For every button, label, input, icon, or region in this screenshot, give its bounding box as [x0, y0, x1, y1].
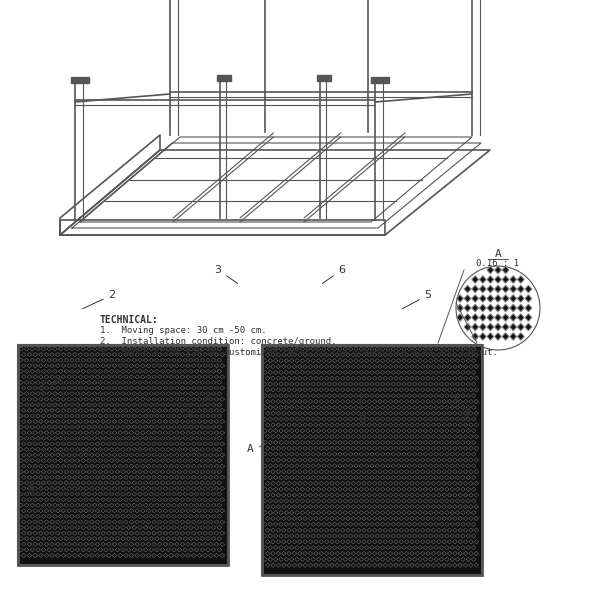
Text: 9: 9	[26, 481, 47, 495]
Polygon shape	[502, 275, 509, 283]
Polygon shape	[517, 332, 524, 340]
Polygon shape	[502, 285, 509, 293]
Polygon shape	[502, 304, 509, 312]
Text: A: A	[247, 443, 253, 454]
Polygon shape	[517, 314, 524, 322]
Polygon shape	[494, 323, 502, 331]
Text: 7: 7	[452, 392, 470, 420]
Polygon shape	[479, 295, 486, 302]
Polygon shape	[479, 275, 486, 283]
Polygon shape	[464, 304, 471, 312]
Polygon shape	[487, 295, 494, 302]
Polygon shape	[517, 323, 524, 331]
Polygon shape	[494, 314, 502, 322]
Polygon shape	[472, 314, 479, 322]
Polygon shape	[510, 275, 517, 283]
Polygon shape	[487, 275, 494, 283]
Bar	[371, 77, 389, 83]
Polygon shape	[494, 304, 502, 312]
Polygon shape	[510, 323, 517, 331]
Polygon shape	[472, 332, 479, 340]
Polygon shape	[472, 275, 479, 283]
Polygon shape	[464, 295, 471, 302]
Polygon shape	[494, 285, 502, 293]
Polygon shape	[479, 304, 486, 312]
Polygon shape	[525, 295, 532, 302]
Bar	[18, 345, 228, 565]
Bar	[18, 345, 228, 565]
Polygon shape	[487, 332, 494, 340]
Polygon shape	[487, 266, 494, 274]
Text: 3: 3	[215, 265, 238, 283]
Polygon shape	[479, 314, 486, 322]
Polygon shape	[464, 285, 471, 293]
Polygon shape	[487, 304, 494, 312]
Text: 4: 4	[187, 392, 213, 420]
Polygon shape	[510, 332, 517, 340]
Polygon shape	[472, 285, 479, 293]
Polygon shape	[479, 285, 486, 293]
Polygon shape	[525, 304, 532, 312]
Bar	[262, 345, 482, 575]
Text: 1: 1	[38, 376, 65, 395]
Text: 2: 2	[83, 290, 116, 309]
Polygon shape	[510, 295, 517, 302]
Polygon shape	[525, 314, 532, 322]
Polygon shape	[479, 332, 486, 340]
Bar	[71, 77, 89, 83]
Polygon shape	[472, 304, 479, 312]
Text: A: A	[494, 249, 502, 259]
Polygon shape	[487, 323, 494, 331]
Polygon shape	[502, 266, 509, 274]
Polygon shape	[517, 304, 524, 312]
Polygon shape	[494, 332, 502, 340]
Polygon shape	[457, 295, 463, 302]
Text: TECHNICAL:: TECHNICAL:	[100, 315, 159, 325]
Polygon shape	[472, 295, 479, 302]
Polygon shape	[464, 323, 471, 331]
Text: 0.16 : 1: 0.16 : 1	[476, 259, 520, 269]
Bar	[217, 75, 231, 81]
Polygon shape	[472, 323, 479, 331]
Polygon shape	[510, 285, 517, 293]
Text: 2.  Installation condition: concrete/ground.: 2. Installation condition: concrete/grou…	[100, 337, 337, 346]
Polygon shape	[479, 323, 486, 331]
Polygon shape	[502, 295, 509, 302]
Polygon shape	[464, 314, 471, 322]
Text: 8: 8	[358, 393, 365, 425]
Polygon shape	[502, 332, 509, 340]
Bar	[262, 345, 482, 575]
Text: 6: 6	[322, 265, 346, 283]
Polygon shape	[525, 285, 532, 293]
Polygon shape	[494, 266, 502, 274]
Polygon shape	[510, 314, 517, 322]
Polygon shape	[457, 314, 463, 322]
Polygon shape	[487, 285, 494, 293]
Bar	[317, 75, 331, 81]
Polygon shape	[517, 275, 524, 283]
Text: 3.  Bench sizes can be customized refer to the greenhouse area and layout.: 3. Bench sizes can be customized refer t…	[100, 348, 498, 357]
Polygon shape	[502, 314, 509, 322]
Polygon shape	[487, 314, 494, 322]
Text: 5: 5	[403, 290, 431, 308]
Polygon shape	[494, 295, 502, 302]
Polygon shape	[517, 285, 524, 293]
Polygon shape	[525, 323, 532, 331]
Polygon shape	[517, 295, 524, 302]
Polygon shape	[510, 304, 517, 312]
Polygon shape	[502, 323, 509, 331]
Polygon shape	[494, 275, 502, 283]
Polygon shape	[457, 304, 463, 312]
Text: 1.  Moving space: 30 cm -50 cm.: 1. Moving space: 30 cm -50 cm.	[100, 326, 266, 335]
